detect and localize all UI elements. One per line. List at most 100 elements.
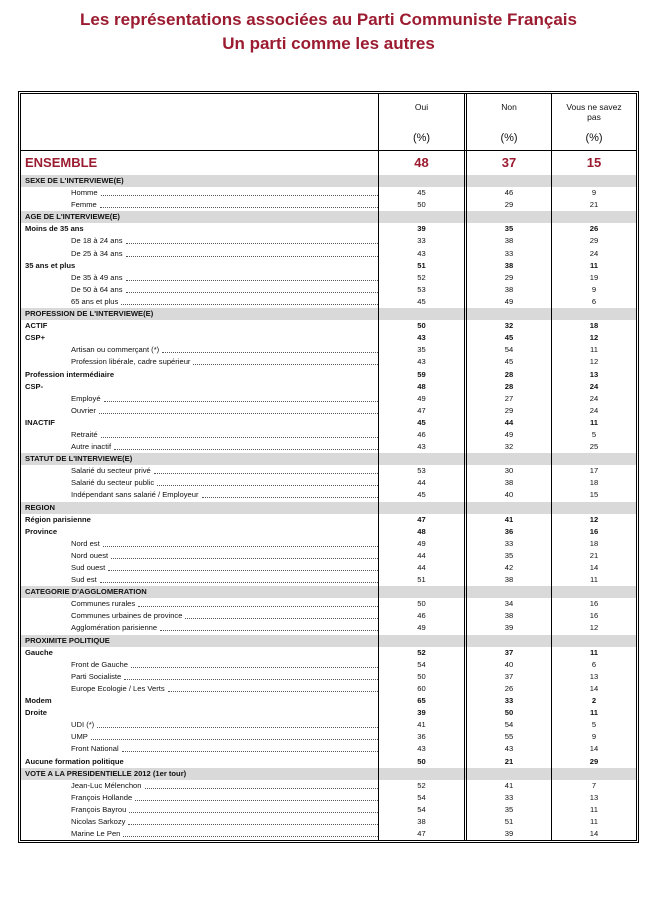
value-oui: 47 (379, 404, 467, 417)
table-row: Aucune formation politique 50 21 29 (21, 755, 636, 768)
row-label: AGE DE L'INTERVIEWE(E) (25, 212, 120, 222)
value-oui: 43 (379, 247, 467, 260)
dot-leader (162, 344, 378, 354)
dot-leader (201, 489, 378, 499)
table-row: De 25 à 34 ans 43 33 24 (21, 247, 636, 260)
dot-leader (153, 465, 378, 475)
dot-leader (125, 284, 378, 293)
ensemble-nsp: 15 (586, 155, 602, 170)
value-non: 42 (467, 562, 552, 575)
table-row: Retraité 46 49 5 (21, 428, 636, 442)
dot-leader (160, 622, 378, 632)
table-row: Employé 49 27 24 (21, 392, 636, 405)
value-non: 49 (467, 295, 552, 309)
value-oui: 44 (379, 549, 467, 562)
dot-leader (102, 538, 378, 547)
value-non: 54 (467, 344, 552, 357)
value-non: 38 (467, 259, 552, 272)
row-label: ACTIF (25, 321, 48, 331)
value-nsp: 5 (591, 720, 597, 730)
dot-leader (114, 441, 378, 451)
row-label: REGION (25, 502, 55, 512)
value-oui: 46 (379, 428, 467, 442)
row-label-cell: Modem (21, 695, 379, 708)
row-label-cell: De 50 à 64 ans (21, 283, 379, 296)
ensemble-label: ENSEMBLE (21, 151, 379, 175)
row-label-cell: Sud est (21, 574, 379, 587)
value-oui: 50 (379, 199, 467, 212)
row-label-cell: Artisan ou commerçant (*) (21, 344, 379, 357)
value-oui: 51 (379, 574, 467, 587)
dot-leader (121, 743, 378, 753)
row-label-cell: François Hollande (21, 791, 379, 804)
row-label: Indépendant sans salarié / Employeur (71, 490, 199, 500)
row-label: De 18 à 24 ans (71, 236, 123, 246)
value-nsp: 14 (589, 683, 599, 693)
value-oui: 33 (379, 235, 467, 248)
value-nsp: 29 (589, 236, 599, 246)
section-header-row: REGION (21, 501, 636, 514)
column-label: Oui (414, 102, 429, 112)
value-non: 49 (467, 428, 552, 442)
table-row: François Hollande 54 33 13 (21, 791, 636, 804)
column-unit: (%) (412, 132, 431, 144)
table-row: ACTIF 50 32 18 (21, 320, 636, 333)
value-non: 35 (467, 223, 552, 236)
value-non: 38 (467, 574, 552, 587)
value-non: 38 (467, 477, 552, 490)
table-row: Province 48 36 16 (21, 525, 636, 538)
value-non (467, 175, 552, 188)
row-label-cell: Ouvrier (21, 404, 379, 417)
table-row: Ouvrier 47 29 24 (21, 404, 636, 417)
table-row: Femme 50 29 21 (21, 199, 636, 212)
value-nsp: 24 (589, 248, 599, 258)
row-label: Gauche (25, 647, 53, 657)
row-label-cell: UMP (21, 731, 379, 744)
value-nsp (552, 586, 636, 599)
value-non: 54 (467, 719, 552, 732)
value-nsp: 16 (589, 611, 599, 621)
section-header-row: VOTE A LA PRESIDENTIELLE 2012 (1er tour) (21, 767, 636, 780)
table-row: Artisan ou commerçant (*) 35 54 11 (21, 344, 636, 357)
header-non: Non (%) (467, 94, 552, 150)
value-nsp: 11 (590, 575, 598, 585)
row-label: Parti Socialiste (71, 671, 122, 681)
ensemble-non: 37 (467, 151, 552, 175)
value-oui: 52 (379, 779, 467, 792)
table-row: Front de Gauche 54 40 6 (21, 658, 636, 671)
row-label: De 50 à 64 ans (71, 284, 123, 294)
value-oui: 48 (379, 380, 467, 393)
value-nsp: 6 (591, 296, 597, 306)
row-label: Front National (71, 744, 119, 754)
dot-leader (121, 296, 378, 305)
dot-leader (98, 405, 378, 414)
section-header-row: STATUT DE L'INTERVIEWE(E) (21, 453, 636, 466)
value-nsp: 21 (589, 550, 599, 560)
value-nsp: 13 (589, 792, 599, 802)
row-label: Employé (71, 393, 101, 403)
row-label: SEXE DE L'INTERVIEWE(E) (25, 176, 124, 185)
table-row: Droite 39 50 11 (21, 707, 636, 720)
row-label: Nicolas Sarkozy (71, 816, 126, 826)
row-label-cell: 35 ans et plus (21, 259, 379, 272)
table-row: Nord ouest 44 35 21 (21, 549, 636, 562)
value-oui: 35 (379, 344, 467, 357)
table-row: Gauche 52 37 11 (21, 646, 636, 659)
table-row: Modem 65 33 2 (21, 695, 636, 708)
row-label-cell: Moins de 35 ans (21, 223, 379, 236)
row-label: 65 ans et plus (71, 296, 119, 306)
row-label: Autre inactif (71, 442, 112, 452)
row-label: François Hollande (71, 792, 133, 802)
value-oui: 54 (379, 791, 467, 804)
value-nsp: 11 (589, 647, 599, 657)
row-label: UDI (*) (71, 720, 95, 730)
value-oui (379, 586, 467, 599)
value-nsp: 21 (589, 200, 599, 210)
value-non: 37 (467, 670, 552, 683)
value-oui: 45 (379, 416, 467, 429)
value-oui: 36 (379, 731, 467, 744)
table-row: Agglomération parisienne 49 39 12 (21, 622, 636, 635)
value-nsp: 19 (589, 272, 599, 282)
row-label-cell: ACTIF (21, 320, 379, 333)
value-non: 45 (467, 332, 552, 345)
